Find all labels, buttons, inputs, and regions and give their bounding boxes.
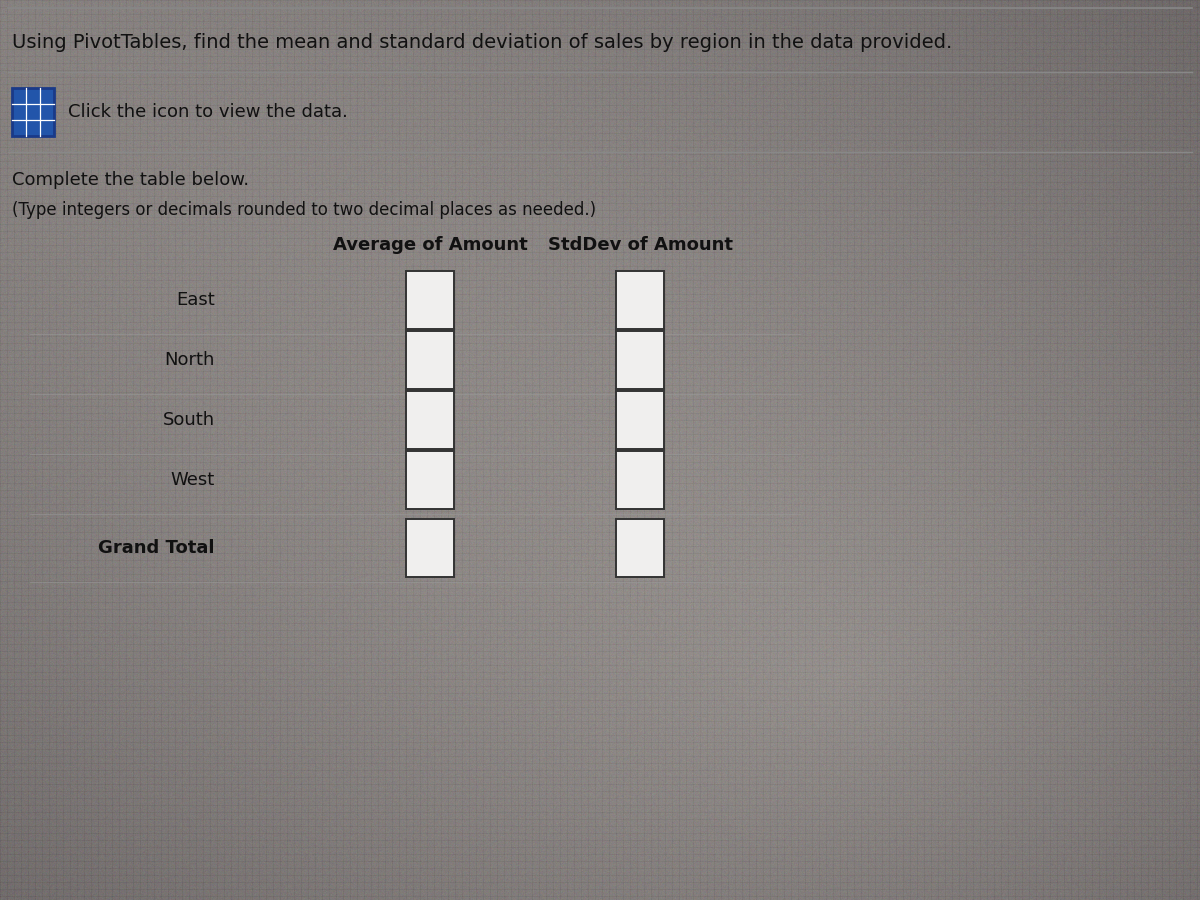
- Text: StdDev of Amount: StdDev of Amount: [547, 236, 732, 254]
- Bar: [406, 519, 454, 577]
- Bar: [406, 331, 454, 389]
- Bar: [616, 271, 664, 329]
- Text: Complete the table below.: Complete the table below.: [12, 171, 250, 189]
- Text: (Type integers or decimals rounded to two decimal places as needed.): (Type integers or decimals rounded to tw…: [12, 201, 596, 219]
- Text: Average of Amount: Average of Amount: [332, 236, 527, 254]
- Bar: [616, 519, 664, 577]
- Bar: [616, 391, 664, 449]
- Bar: [616, 451, 664, 509]
- Text: Click the icon to view the data.: Click the icon to view the data.: [68, 103, 348, 121]
- Bar: [406, 391, 454, 449]
- Bar: [406, 271, 454, 329]
- Text: East: East: [176, 291, 215, 309]
- Bar: [12, 88, 54, 136]
- Text: Using PivotTables, find the mean and standard deviation of sales by region in th: Using PivotTables, find the mean and sta…: [12, 32, 953, 51]
- Text: West: West: [170, 471, 215, 489]
- Bar: [406, 451, 454, 509]
- Text: Grand Total: Grand Total: [98, 539, 215, 557]
- Text: South: South: [163, 411, 215, 429]
- Bar: [616, 331, 664, 389]
- Text: North: North: [164, 351, 215, 369]
